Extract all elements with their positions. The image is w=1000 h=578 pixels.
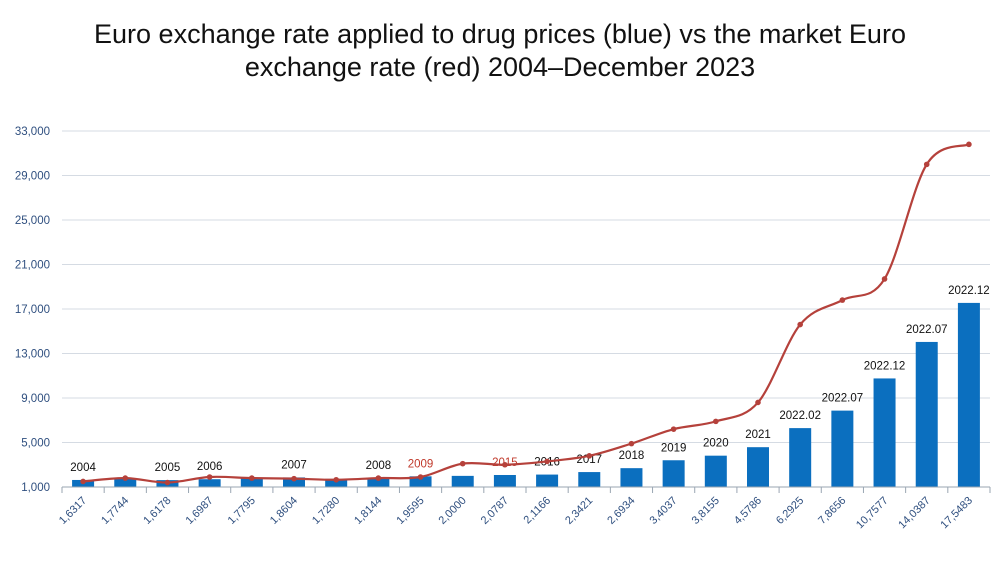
x-tick-label: 2,1166 [522, 495, 554, 527]
bar [367, 477, 390, 487]
y-tick-label: 1,000 [21, 482, 50, 494]
bar [451, 475, 474, 487]
bar [578, 472, 601, 487]
bar-label: 2022.07 [906, 324, 948, 336]
line-point [249, 475, 255, 481]
x-tick-label: 3,4037 [647, 495, 679, 527]
line-point [206, 474, 213, 480]
bar [704, 455, 727, 487]
line-point [544, 458, 550, 465]
x-tick-label: 4,5786 [732, 495, 764, 527]
x-tick-label: 1,6317 [57, 495, 89, 527]
bar-labels: 2004200520062007200820092015201620172018… [70, 285, 989, 474]
line-point [923, 161, 930, 168]
line-point [881, 276, 888, 282]
bar-label: 2022.12 [864, 360, 906, 372]
bar-label: 2020 [703, 438, 729, 450]
bar [325, 478, 348, 487]
bar-label: 2006 [197, 461, 223, 473]
bar-label: 2004 [70, 462, 96, 474]
bar [662, 460, 685, 487]
x-tick-label: 10,7577 [854, 495, 891, 532]
y-tick-label: 29,000 [15, 171, 50, 183]
bar [915, 341, 938, 487]
bar [493, 474, 516, 487]
bar [620, 468, 643, 487]
bar-label: 2005 [155, 462, 181, 474]
bar-label: 2022.07 [822, 393, 864, 405]
x-tick-label: 2,6934 [605, 495, 637, 527]
bar-label: 2022.12 [948, 285, 990, 297]
bar [536, 474, 559, 487]
bar [240, 478, 263, 487]
bar [957, 302, 980, 487]
x-tick-label: 7,8656 [816, 495, 848, 527]
x-tick-label: 2,0787 [479, 495, 511, 527]
bar-label: 2009 [408, 458, 434, 470]
line-point [502, 461, 508, 468]
x-tick-label: 1,6178 [141, 495, 173, 527]
bar [198, 479, 221, 487]
market-rate-line [83, 143, 970, 484]
line-point [417, 474, 424, 480]
line-point [713, 418, 719, 425]
line-point [755, 399, 761, 406]
x-tick-label: 17,5483 [938, 495, 975, 532]
bar-label: 2018 [619, 450, 645, 462]
x-tick-label: 2,3421 [563, 495, 595, 527]
bar-label: 2019 [661, 442, 687, 454]
line-point [375, 475, 382, 481]
bar-series [72, 302, 980, 487]
x-tick-label: 2,0000 [437, 495, 469, 527]
line-point [333, 476, 339, 483]
line-point [122, 475, 129, 481]
bar-label: 2021 [745, 429, 771, 441]
bar [831, 410, 854, 487]
bar [114, 478, 137, 487]
chart-title-line-2: exchange rate (red) 2004–December 2023 [244, 52, 756, 82]
bar [789, 428, 812, 487]
x-tick-label: 1,7744 [99, 495, 131, 527]
line-point [966, 141, 972, 148]
y-axis: 1,000 5,000 9,000 13,000 17,000 21,000 25,000 2… [15, 126, 50, 494]
line-point [797, 321, 803, 328]
y-tick-label: 21,000 [15, 260, 50, 272]
line-point [164, 479, 171, 486]
y-tick-label: 25,000 [15, 215, 50, 227]
chart-title: Euro exchange rate applied to drug price… [0, 18, 1000, 84]
line-point [80, 478, 86, 485]
x-tick-label: 14,0387 [896, 495, 933, 532]
y-tick-label: 5,000 [21, 438, 50, 450]
y-tick-label: 17,000 [15, 304, 50, 316]
x-tick-label: 1,7280 [310, 495, 342, 527]
y-tick-label: 33,000 [15, 126, 50, 138]
x-tick-label: 3,8155 [690, 495, 722, 527]
x-tick-label: 6,2925 [774, 495, 806, 527]
x-tick-label: 1,6987 [183, 495, 215, 527]
bar-label: 2008 [366, 460, 392, 472]
y-tick-label: 13,000 [15, 349, 50, 361]
bar [409, 476, 432, 487]
x-tick-label: 1,7795 [226, 495, 258, 527]
line-point [628, 440, 635, 447]
bar-label: 2007 [281, 459, 307, 471]
line-point [291, 475, 297, 482]
x-tick-label: 1,8604 [268, 495, 300, 527]
line-point [586, 453, 593, 459]
gridlines [62, 130, 990, 488]
line-point [670, 426, 677, 432]
bar [873, 378, 896, 487]
line-point [839, 297, 846, 303]
y-tick-label: 9,000 [21, 393, 50, 405]
x-tick-label: 1,9595 [394, 495, 426, 527]
line-series [80, 141, 972, 486]
x-tick-label: 1,8144 [352, 495, 384, 527]
bar [283, 477, 305, 487]
x-axis: 1,6317 1,7744 1,6178 1,6987 1,7795 1,8604 1,72… [57, 486, 991, 532]
bar [747, 447, 769, 487]
line-point [459, 460, 466, 467]
bar-label: 2022.02 [779, 410, 821, 422]
chart-title-line-1: Euro exchange rate applied to drug price… [94, 19, 906, 49]
